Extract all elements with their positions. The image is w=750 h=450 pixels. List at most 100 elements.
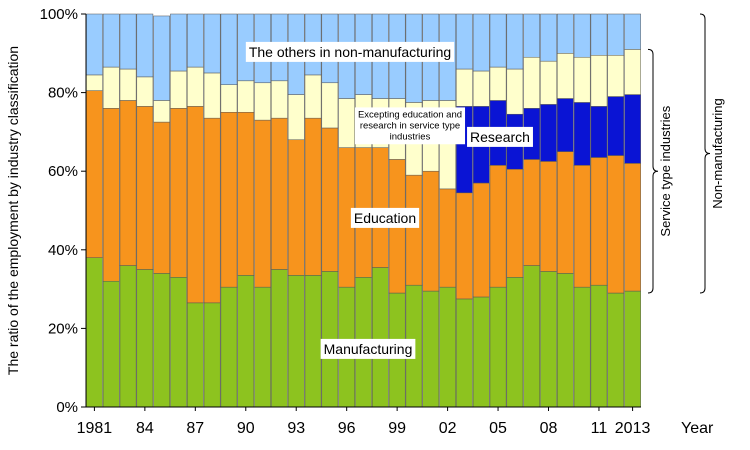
bar-segment-3-2012 <box>607 55 625 97</box>
brace-label-0: Service type industries <box>658 105 673 236</box>
bar-segment-1-1981 <box>86 90 103 258</box>
bar-segment-4-2004 <box>472 13 490 72</box>
brace-1 <box>699 13 711 294</box>
bar-segment-1-1998 <box>372 147 389 268</box>
x-tick-label: 05 <box>489 420 507 437</box>
bar-segment-2-2009 <box>557 98 574 152</box>
bar-segment-4-2007 <box>523 13 541 58</box>
bar-segment-0-1989 <box>220 286 238 408</box>
bar-segment-4-2009 <box>557 13 574 54</box>
bar-segment-0-1988 <box>203 302 221 408</box>
bar-segment-0-2007 <box>523 265 541 408</box>
bar-segment-0-1981 <box>86 257 103 408</box>
bar-segment-0-1998 <box>372 267 389 408</box>
bar-segment-1-1990 <box>237 112 255 276</box>
bar-segment-1-2013 <box>624 163 641 292</box>
x-tick-label: 08 <box>540 420 558 437</box>
bar-segment-4-2006 <box>506 13 524 70</box>
bar-segment-1-1985 <box>153 121 171 274</box>
annotation-manufacturing-box <box>320 338 416 359</box>
bar-segment-1-2011 <box>590 157 608 286</box>
bar-segment-4-2010 <box>573 13 591 58</box>
bar-segment-3-2008 <box>540 60 557 105</box>
annotation-excepting-box <box>354 107 466 145</box>
bar-segment-4-1984 <box>136 13 154 78</box>
bar-segment-3-1990 <box>237 80 255 113</box>
bar-segment-0-1983 <box>119 265 137 408</box>
bar-segment-1-2001 <box>422 170 440 292</box>
bar-segment-4-2011 <box>590 13 608 56</box>
bar-segment-3-2013 <box>624 49 641 95</box>
bar-segment-4-1988 <box>203 13 221 74</box>
y-axis-label: The ratio of the employment by industry … <box>5 46 21 375</box>
annotation-research: Research <box>467 126 533 147</box>
annotation-research-box <box>467 126 533 147</box>
axes-layer: 0% 20% 40% 60% 80% 100% 1981 84 87 90 93 96 99 02 05 08… <box>5 6 714 437</box>
bar-segment-1-1986 <box>170 108 187 278</box>
x-tick-label: 2013 <box>615 420 651 437</box>
bar-segment-1-2006 <box>506 168 524 278</box>
bar-segment-4-2003 <box>456 13 473 70</box>
x-tick-label: 96 <box>338 420 356 437</box>
bar-segment-1-2008 <box>540 161 557 272</box>
x-tick-label: 02 <box>439 420 457 437</box>
x-tick-label: 84 <box>136 420 154 437</box>
bar-segment-0-1985 <box>153 273 171 408</box>
bar-segment-3-2006 <box>506 68 524 115</box>
bar-segment-1-2007 <box>523 159 541 266</box>
bar-segment-3-2004 <box>472 70 490 107</box>
bar-segment-0-2008 <box>540 271 557 408</box>
bar-segment-4-1989 <box>220 13 238 85</box>
bar-segment-1-1987 <box>187 106 204 304</box>
bar-segment-0-2010 <box>573 286 591 408</box>
bar-segment-3-2005 <box>489 66 507 101</box>
bar-segment-1-1992 <box>271 117 288 270</box>
bar-segment-3-1988 <box>203 72 221 119</box>
bar-segment-0-1994 <box>304 275 322 408</box>
bar-segment-3-1989 <box>220 84 238 113</box>
y-tick-label: 40% <box>48 242 78 259</box>
y-tick-label: 20% <box>48 320 78 337</box>
bar-segment-0-2006 <box>506 277 524 408</box>
bar-segment-1-2005 <box>489 165 507 288</box>
bar-segment-0-1993 <box>287 275 305 408</box>
annotation-excepting-text: industries <box>390 131 431 142</box>
bar-segment-0-2002 <box>439 286 456 408</box>
bar-segment-0-1987 <box>187 302 204 408</box>
bar-segment-0-1984 <box>136 269 154 408</box>
bar-segment-0-1992 <box>271 269 288 408</box>
y-tick-label: 100% <box>40 6 78 23</box>
annotation-others: The others in non-manufacturing <box>245 41 455 62</box>
bar-segment-3-1993 <box>287 94 305 140</box>
y-tick-label: 80% <box>48 85 78 102</box>
bar-segment-2-2008 <box>540 104 557 162</box>
brace-0 <box>647 48 659 294</box>
bar-segment-0-2011 <box>590 284 608 408</box>
braces-layer: Service type industries Non-manufacturing <box>647 13 725 294</box>
bar-segment-0-1990 <box>237 275 255 408</box>
bar-segment-3-1985 <box>153 100 171 123</box>
x-tick-label: 11 <box>591 420 608 437</box>
bar-segment-4-2008 <box>540 13 557 62</box>
annotation-manufacturing-text: Manufacturing <box>324 341 413 357</box>
bar-segment-4-1986 <box>170 13 187 72</box>
bar-segment-1-1984 <box>136 106 154 270</box>
bar-segment-1-2003 <box>456 192 473 300</box>
x-tick-label: 1981 <box>77 420 113 437</box>
bar-segment-4-2005 <box>489 13 507 68</box>
bar-segment-3-1991 <box>254 82 271 121</box>
bar-segment-1-1994 <box>304 117 322 276</box>
annotation-others-box <box>245 41 455 62</box>
brace-label-1: Non-manufacturing <box>710 98 725 209</box>
bar-segment-2-2011 <box>590 106 608 158</box>
bar-segment-0-1982 <box>102 280 120 408</box>
bar-segment-4-1982 <box>102 13 120 68</box>
bar-segment-0-2013 <box>624 290 641 408</box>
bar-segment-3-2003 <box>456 68 473 107</box>
bar-segment-3-2009 <box>557 53 574 99</box>
x-tick-label: 90 <box>237 420 255 437</box>
annotation-excepting-text: Excepting education and <box>358 109 462 120</box>
bar-segment-0-1986 <box>170 277 187 408</box>
